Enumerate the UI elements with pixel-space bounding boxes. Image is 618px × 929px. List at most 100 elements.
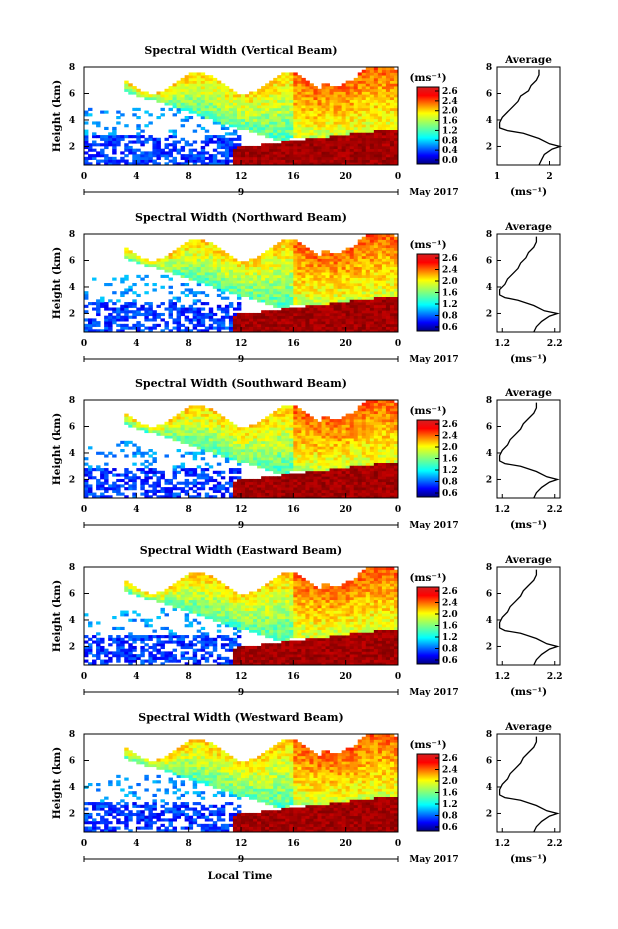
heatmap-cell — [200, 247, 206, 251]
heatmap-cell — [92, 468, 97, 472]
heatmap-cell — [381, 126, 387, 131]
heatmap-cell — [389, 143, 395, 147]
heatmap-cell — [277, 492, 282, 496]
heatmap-cell — [184, 315, 190, 319]
heatmap-cell — [116, 315, 121, 319]
heatmap-cell — [152, 94, 157, 98]
heatmap-cell — [301, 307, 306, 311]
heatmap-cell — [84, 318, 89, 322]
heatmap-cell — [261, 419, 266, 423]
heatmap-cell — [152, 470, 157, 474]
heatmap-cell — [249, 315, 254, 319]
heatmap-cell — [104, 162, 109, 166]
heatmap-cell — [208, 419, 214, 423]
heatmap-cell — [232, 429, 238, 434]
heatmap-cell — [353, 86, 359, 90]
heatmap-cell — [216, 255, 222, 259]
heatmap-cell — [349, 148, 355, 152]
heatmap-cell — [373, 143, 379, 147]
heatmap-cell — [349, 312, 355, 317]
heatmap-cell — [184, 107, 190, 111]
heatmap-cell — [269, 427, 274, 431]
heatmap-cell — [361, 315, 367, 319]
heatmap-cell — [132, 159, 137, 163]
heatmap-cell — [293, 419, 298, 423]
heatmap-cell — [357, 162, 363, 166]
heatmap-cell — [277, 145, 282, 150]
heatmap-cell — [200, 72, 206, 76]
heatmap-cell — [136, 124, 141, 128]
heatmap-cell — [277, 416, 282, 420]
heatmap-cell — [172, 88, 177, 92]
heatmap-cell — [204, 478, 210, 483]
heatmap-cell — [200, 261, 206, 265]
heatmap-cell — [329, 255, 334, 259]
heatmap-cell — [212, 154, 218, 158]
heatmap-cell — [381, 296, 387, 300]
heatmap-cell — [333, 323, 339, 327]
heatmap-cell — [357, 247, 363, 251]
heatmap-cell — [265, 321, 270, 325]
heatmap-cell — [200, 435, 206, 439]
heatmap-cell — [156, 476, 161, 480]
heatmap-cell — [241, 293, 246, 298]
heatmap-cell — [365, 121, 371, 125]
heatmap-cell — [393, 162, 399, 166]
heatmap-cell — [369, 132, 375, 136]
heatmap-cell — [180, 419, 186, 423]
heatmap-cell — [265, 489, 270, 493]
heatmap-cell — [172, 427, 177, 431]
heatmap-cell — [345, 326, 351, 330]
heatmap-cell — [112, 277, 117, 281]
heatmap-cell — [321, 116, 326, 120]
heatmap-cell — [333, 277, 339, 281]
heatmap-cell — [301, 145, 306, 150]
heatmap-cell — [232, 91, 238, 95]
heatmap-cell — [297, 145, 302, 150]
heatmap-cell — [241, 274, 246, 278]
heatmap-cell — [180, 454, 186, 458]
heatmap-cell — [281, 446, 286, 450]
heatmap-cell — [261, 487, 266, 491]
heatmap-cell — [228, 476, 234, 480]
heatmap-cell — [124, 88, 129, 92]
heatmap-cell — [305, 323, 310, 327]
heatmap-cell — [293, 266, 298, 270]
heatmap-cell — [289, 285, 294, 289]
heatmap-cell — [309, 315, 314, 319]
heatmap-cell — [277, 107, 282, 111]
heatmap-cell — [108, 135, 113, 139]
heatmap-cell — [265, 126, 270, 131]
heatmap-cell — [232, 283, 238, 287]
heatmap-cell — [196, 72, 202, 76]
heatmap-cell — [253, 484, 258, 488]
heatmap-cell — [289, 323, 294, 327]
heatmap-cell — [108, 159, 113, 163]
heatmap-cell — [172, 429, 177, 434]
heatmap-cell — [389, 110, 395, 114]
heatmap-cell — [228, 274, 234, 278]
heatmap-cell — [249, 329, 254, 333]
heatmap-cell — [216, 86, 222, 90]
heatmap-cell — [381, 274, 387, 278]
heatmap-cell — [277, 310, 282, 314]
heatmap-cell — [92, 495, 97, 499]
heatmap-cell — [297, 432, 302, 436]
heatmap-cell — [369, 285, 375, 289]
heatmap-cell — [196, 242, 202, 246]
heatmap-cell — [176, 110, 182, 114]
heatmap-cell — [333, 304, 339, 308]
heatmap-cell — [285, 427, 290, 431]
heatmap-cell — [253, 274, 258, 278]
heatmap-cell — [108, 162, 113, 166]
heatmap-cell — [273, 296, 278, 300]
heatmap-cell — [236, 110, 242, 114]
heatmap-cell — [269, 151, 274, 155]
heatmap-cell — [164, 156, 169, 160]
heatmap-cell — [285, 124, 290, 128]
heatmap-cell — [325, 162, 330, 166]
heatmap-cell — [156, 263, 161, 268]
heatmap-cell — [297, 312, 302, 317]
heatmap-cell — [200, 277, 206, 281]
heatmap-cell — [192, 315, 198, 319]
